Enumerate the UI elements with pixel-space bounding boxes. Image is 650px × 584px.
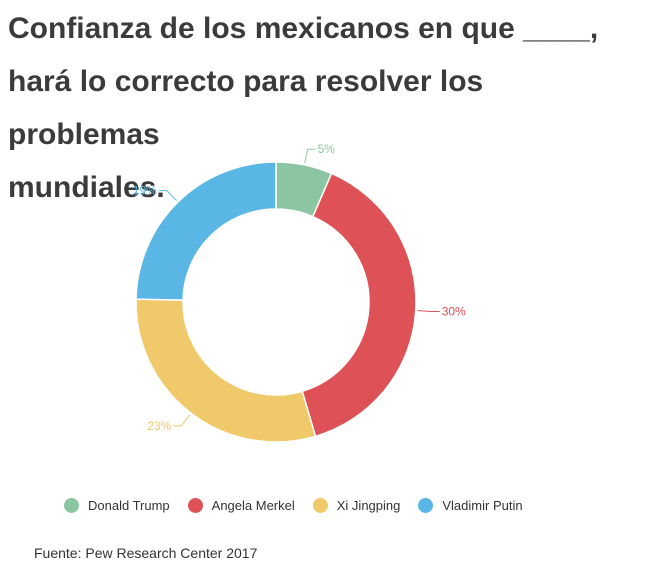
data-label-xi: 23%: [147, 419, 171, 433]
leader-line-merkel: [417, 310, 440, 313]
leader-line-xi: [173, 414, 191, 427]
data-label-merkel: 30%: [442, 305, 466, 319]
title-line-2: hará lo correcto para resolver los probl…: [8, 65, 484, 151]
leader-line-trump: [304, 148, 316, 164]
leader-line-putin: [158, 190, 177, 201]
legend-label-putin: Vladimir Putin: [442, 498, 523, 513]
chart-title: Confianza de los mexicanos en que ____, …: [8, 2, 638, 214]
legend-label-merkel: Angela Merkel: [211, 498, 295, 513]
data-label-trump: 5%: [318, 142, 336, 156]
legend-label-xi: Xi Jingping: [336, 498, 401, 513]
donut-slice-xi[interactable]: [135, 298, 317, 443]
legend-label-trump: Donald Trump: [88, 498, 170, 513]
legend-item-xi[interactable]: Xi Jingping: [312, 498, 401, 513]
legend-swatch-trump: [64, 498, 79, 513]
donut-slice-merkel[interactable]: [301, 172, 417, 438]
legend-item-merkel[interactable]: Angela Merkel: [187, 498, 295, 513]
title-line-1: Confianza de los mexicanos en que ____,: [8, 12, 599, 45]
legend-swatch-putin: [418, 498, 434, 513]
legend: Donald Trump Angela Merkel Xi Jingping V…: [64, 498, 541, 513]
source-note: Fuente: Pew Research Center 2017: [34, 545, 258, 561]
title-line-3: mundiales.: [8, 171, 165, 204]
donut-slice-putin[interactable]: [135, 161, 277, 301]
legend-item-putin[interactable]: Vladimir Putin: [418, 498, 523, 513]
data-label-putin: 19%: [133, 184, 157, 198]
legend-swatch-xi: [312, 498, 328, 513]
donut-chart: 5% 30% 23% 19%: [133, 142, 466, 443]
legend-item-trump[interactable]: Donald Trump: [64, 498, 170, 513]
legend-swatch-merkel: [187, 498, 203, 513]
